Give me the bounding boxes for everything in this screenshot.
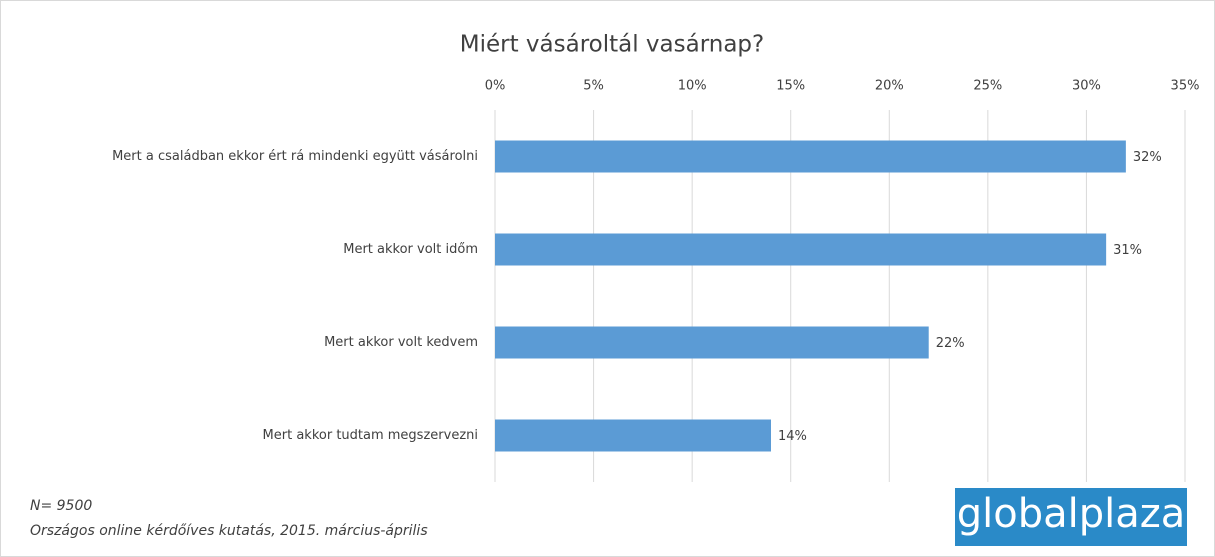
x-tick-label: 5% (583, 79, 604, 94)
annotation: N= 9500 (30, 498, 92, 514)
bar (495, 419, 771, 452)
x-tick-label: 10% (678, 79, 707, 94)
x-tick-label: 20% (875, 79, 904, 94)
x-tick-label: 0% (485, 79, 506, 94)
data-label: 31% (1113, 243, 1142, 258)
annotation: Országos online kérdőíves kutatás, 2015.… (30, 523, 428, 539)
data-label: 14% (778, 429, 807, 444)
y-tick-label: Mert a családban ekkor ért rá mindenki e… (112, 149, 478, 164)
logo-box (955, 488, 1187, 546)
x-tick-label: 15% (776, 79, 805, 94)
bar (495, 233, 1107, 266)
chart-title: Miért vásároltál vasárnap? (460, 32, 765, 58)
data-label: 32% (1133, 150, 1162, 165)
x-tick-label: 25% (973, 79, 1002, 94)
bar (495, 326, 929, 359)
x-tick-label: 30% (1072, 79, 1101, 94)
y-tick-label: Mert akkor tudtam megszervezni (263, 428, 478, 443)
bar (495, 140, 1126, 173)
x-tick-label: 35% (1171, 79, 1200, 94)
data-label: 22% (936, 336, 965, 351)
y-tick-label: Mert akkor volt időm (343, 242, 478, 257)
y-tick-label: Mert akkor volt kedvem (324, 335, 478, 350)
logo: globalplaza (957, 491, 1186, 537)
